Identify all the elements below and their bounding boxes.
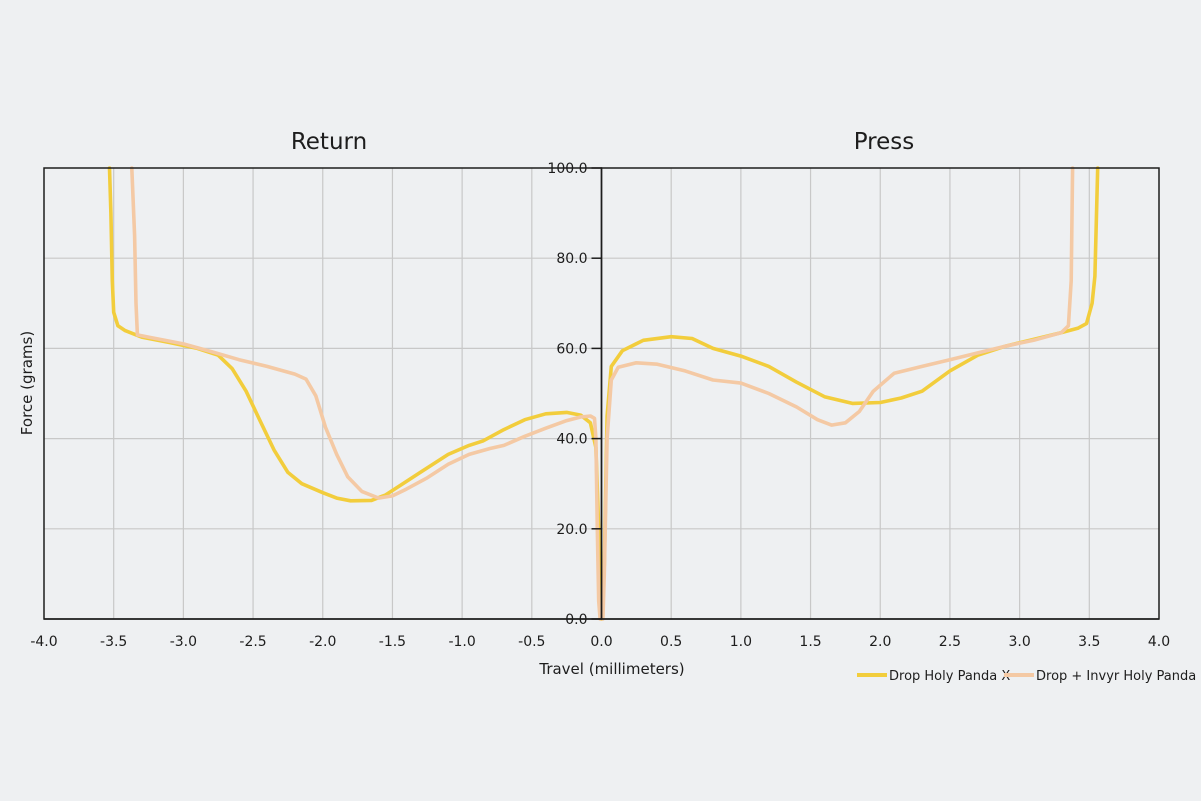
return-panel-title: Return: [291, 129, 367, 155]
series-line-drop-holy-panda-x-press: [599, 166, 1100, 621]
x-tick-label: 0.5: [660, 634, 682, 650]
press-panel-title: Press: [854, 129, 915, 155]
series-lines: [107, 166, 1100, 621]
tick-labels: 0.0 20.0 40.0 60.0 80.0 100.0 -4.0 -3.5 -3.0 -2.5…: [30, 161, 1170, 650]
x-tick-label: -1.0: [448, 634, 475, 650]
x-tick-label: 4.0: [1148, 634, 1170, 650]
legend-label-drop-holy-panda-x: Drop Holy Panda X: [889, 669, 1010, 684]
x-tick-label: 1.5: [799, 634, 821, 650]
y-tick-label: 20.0: [556, 522, 587, 538]
x-axis-label: Travel (millimeters): [538, 660, 684, 678]
x-tick-label: 3.0: [1008, 634, 1030, 650]
x-tick-label: -3.0: [170, 634, 197, 650]
y-tick-label: 40.0: [556, 432, 587, 448]
x-tick-label: -3.5: [100, 634, 127, 650]
series-line-drop-invyr-holy-panda-press: [601, 166, 1075, 621]
x-tick-label: 2.5: [939, 634, 961, 650]
x-tick-label: 2.0: [869, 634, 891, 650]
x-tick-label: -1.5: [379, 634, 406, 650]
y-axis-label: Force (grams): [18, 331, 36, 435]
series-line-drop-invyr-holy-panda-return: [130, 166, 602, 621]
x-tick-label: 3.5: [1078, 634, 1100, 650]
panel-frames: [43, 167, 1160, 620]
y-tick-label: 100.0: [547, 161, 587, 177]
y-tick-label: 80.0: [556, 251, 587, 267]
legend: Drop Holy Panda X Drop + Invyr Holy Pand…: [857, 669, 1196, 684]
x-tick-label: 1.0: [730, 634, 752, 650]
x-tick-label: -0.5: [518, 634, 545, 650]
x-tick-label: -2.0: [309, 634, 336, 650]
y-tick-label: 60.0: [556, 341, 587, 357]
legend-label-drop-invyr-holy-panda: Drop + Invyr Holy Panda: [1036, 669, 1196, 684]
y-tick-label: 0.0: [565, 612, 587, 628]
x-tick-label: 0.0: [590, 634, 612, 650]
x-tick-label: -4.0: [30, 634, 57, 650]
x-tick-label: -2.5: [239, 634, 266, 650]
